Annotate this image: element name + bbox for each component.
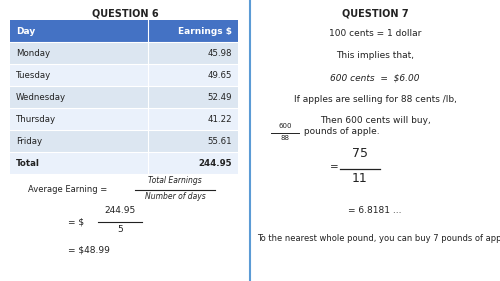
- Text: Tuesday: Tuesday: [16, 71, 52, 80]
- Text: This implies that,: This implies that,: [336, 51, 414, 60]
- Text: 55.61: 55.61: [208, 137, 232, 146]
- Text: Number of days: Number of days: [144, 192, 206, 201]
- Text: QUESTION 6: QUESTION 6: [92, 9, 158, 19]
- Text: If apples are selling for 88 cents /lb,: If apples are selling for 88 cents /lb,: [294, 95, 456, 104]
- Text: 600 cents  =  $6.00: 600 cents = $6.00: [330, 73, 420, 82]
- Text: QUESTION 7: QUESTION 7: [342, 9, 408, 19]
- Bar: [10, 108, 238, 130]
- Bar: [10, 152, 238, 174]
- Bar: [10, 86, 238, 108]
- Text: Day: Day: [16, 26, 35, 35]
- Text: = $: = $: [68, 217, 84, 226]
- Text: 11: 11: [352, 172, 368, 185]
- Bar: [10, 20, 238, 42]
- Text: Earnings $: Earnings $: [178, 26, 232, 35]
- Bar: [10, 130, 238, 152]
- Text: 41.22: 41.22: [208, 114, 232, 124]
- Text: 600: 600: [278, 123, 292, 129]
- Text: 5: 5: [117, 225, 123, 234]
- Text: Wednesday: Wednesday: [16, 92, 66, 101]
- Text: 244.95: 244.95: [104, 206, 136, 215]
- Text: Total Earnings: Total Earnings: [148, 176, 202, 185]
- Text: Thursday: Thursday: [16, 114, 56, 124]
- Text: 100 cents = 1 dollar: 100 cents = 1 dollar: [329, 29, 421, 38]
- Text: = $48.99: = $48.99: [68, 246, 110, 255]
- Text: = 6.8181 ...: = 6.8181 ...: [348, 206, 402, 215]
- Text: Total: Total: [16, 158, 40, 167]
- Bar: [10, 64, 238, 86]
- Text: To the nearest whole pound, you can buy 7 pounds of apples.: To the nearest whole pound, you can buy …: [257, 234, 500, 243]
- Text: 45.98: 45.98: [208, 49, 232, 58]
- Text: pounds of apple.: pounds of apple.: [301, 128, 380, 137]
- Text: Monday: Monday: [16, 49, 50, 58]
- Text: Friday: Friday: [16, 137, 42, 146]
- Text: Then 600 cents will buy,: Then 600 cents will buy,: [320, 116, 430, 125]
- Text: Average Earning =: Average Earning =: [28, 185, 110, 194]
- Text: 49.65: 49.65: [208, 71, 232, 80]
- Bar: [10, 42, 238, 64]
- Text: =: =: [330, 162, 339, 172]
- Text: 75: 75: [352, 147, 368, 160]
- Text: 52.49: 52.49: [208, 92, 232, 101]
- Text: 244.95: 244.95: [198, 158, 232, 167]
- Text: 88: 88: [280, 135, 289, 141]
